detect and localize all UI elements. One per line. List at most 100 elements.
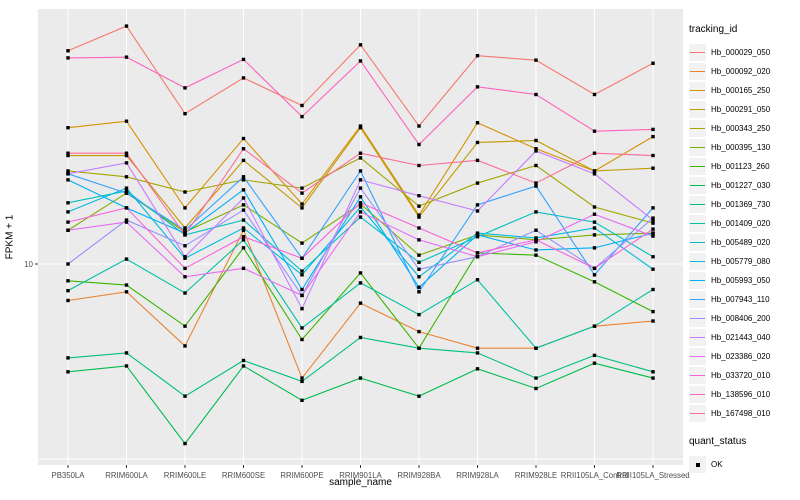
data-point	[124, 220, 129, 224]
legend-color-line-icon	[690, 336, 705, 339]
legend-item-label: OK	[711, 460, 723, 469]
data-point	[358, 271, 363, 275]
legend-color-line-icon	[690, 298, 705, 301]
x-tick-label: RRIM600LE	[164, 471, 206, 480]
legend-color-line-icon	[690, 374, 705, 377]
x-tick-label: RRIM928LA	[456, 471, 499, 480]
data-point	[124, 153, 129, 158]
data-point	[358, 186, 363, 190]
data-point	[417, 275, 421, 279]
legend-color-line-icon	[690, 184, 705, 187]
data-point	[124, 189, 129, 193]
data-point	[592, 361, 597, 365]
x-tick-label: RRIM600LA	[105, 471, 148, 480]
data-point	[300, 191, 304, 195]
data-point	[300, 398, 304, 402]
legend-item-Hb_000092_020: Hb_000092_020	[689, 62, 800, 81]
data-point	[417, 226, 421, 230]
legend-color-line-icon	[690, 70, 705, 73]
data-point	[475, 140, 480, 145]
data-point	[183, 111, 187, 116]
legend-item-label: Hb_000165_250	[711, 86, 771, 95]
data-point	[417, 124, 421, 128]
data-point	[534, 147, 538, 151]
data-point	[358, 201, 363, 205]
data-point	[66, 288, 70, 293]
data-point	[358, 281, 363, 285]
data-point	[592, 233, 597, 237]
data-point	[417, 253, 421, 257]
data-point	[475, 235, 480, 239]
data-point	[241, 76, 246, 80]
legend-key-swatch	[689, 196, 706, 213]
data-point	[241, 178, 246, 182]
legend-item-label: Hb_001369_730	[711, 200, 771, 209]
data-point	[66, 279, 70, 283]
legend-color-line-icon	[690, 241, 705, 244]
data-point	[534, 138, 538, 143]
data-point	[300, 241, 304, 245]
data-point	[300, 326, 304, 330]
legend-item-label: Hb_001123_260	[711, 162, 770, 171]
legend-key-swatch	[689, 405, 706, 422]
legend-item-Hb_005489_020: Hb_005489_020	[689, 233, 800, 252]
data-point	[66, 153, 70, 158]
data-point	[300, 114, 304, 119]
data-point	[651, 231, 655, 235]
data-point	[124, 257, 129, 261]
legend-key-swatch	[689, 158, 706, 175]
legend-key-swatch	[689, 310, 706, 327]
data-point	[300, 269, 304, 273]
data-point	[417, 163, 421, 168]
data-point	[66, 126, 70, 130]
data-point	[358, 210, 363, 214]
data-point	[475, 209, 480, 213]
x-tick-label: RRII105LA_Control	[561, 471, 629, 480]
data-point	[183, 206, 187, 210]
data-point	[417, 213, 421, 217]
legend-item-label: Hb_005779_080	[711, 257, 771, 266]
data-point	[241, 175, 246, 179]
data-point	[592, 151, 597, 155]
x-tick-label: RRII105LA_Stressed	[616, 471, 689, 480]
legend-items-quant-status: OK	[689, 455, 800, 474]
data-point	[183, 324, 187, 328]
legend-color-line-icon	[690, 355, 705, 358]
data-point	[592, 273, 597, 277]
legend-key-swatch	[689, 139, 706, 156]
data-point	[651, 227, 655, 231]
legend-item-Hb_000291_050: Hb_000291_050	[689, 100, 800, 119]
data-point	[358, 205, 363, 209]
data-point	[124, 283, 129, 287]
data-point	[534, 346, 538, 350]
data-point	[358, 301, 363, 305]
legend-item-label: Hb_021443_040	[711, 333, 771, 342]
data-point	[651, 319, 655, 323]
legend-color-line-icon	[690, 51, 705, 54]
data-point	[358, 43, 363, 47]
data-point	[592, 205, 597, 209]
data-point	[183, 233, 187, 237]
legend-item-Hb_033720_010: Hb_033720_010	[689, 366, 800, 385]
legend-key-swatch	[689, 215, 706, 232]
data-point	[417, 329, 421, 334]
data-point	[358, 59, 363, 63]
legend-key-swatch	[689, 63, 706, 80]
data-point	[124, 119, 129, 123]
data-point	[475, 351, 480, 355]
data-point	[534, 238, 538, 242]
data-point	[66, 201, 70, 205]
data-point	[124, 290, 129, 294]
legend: tracking_id Hb_000029_050 Hb_000092_020 Hb…	[689, 24, 800, 474]
data-point	[183, 86, 187, 90]
data-point	[417, 260, 421, 265]
data-point	[241, 218, 246, 222]
data-point	[651, 221, 655, 225]
data-point	[417, 142, 421, 147]
data-point	[66, 298, 70, 303]
data-point	[475, 346, 480, 350]
black-square-point-icon	[695, 462, 700, 467]
data-point	[358, 156, 363, 160]
data-point	[592, 246, 597, 250]
